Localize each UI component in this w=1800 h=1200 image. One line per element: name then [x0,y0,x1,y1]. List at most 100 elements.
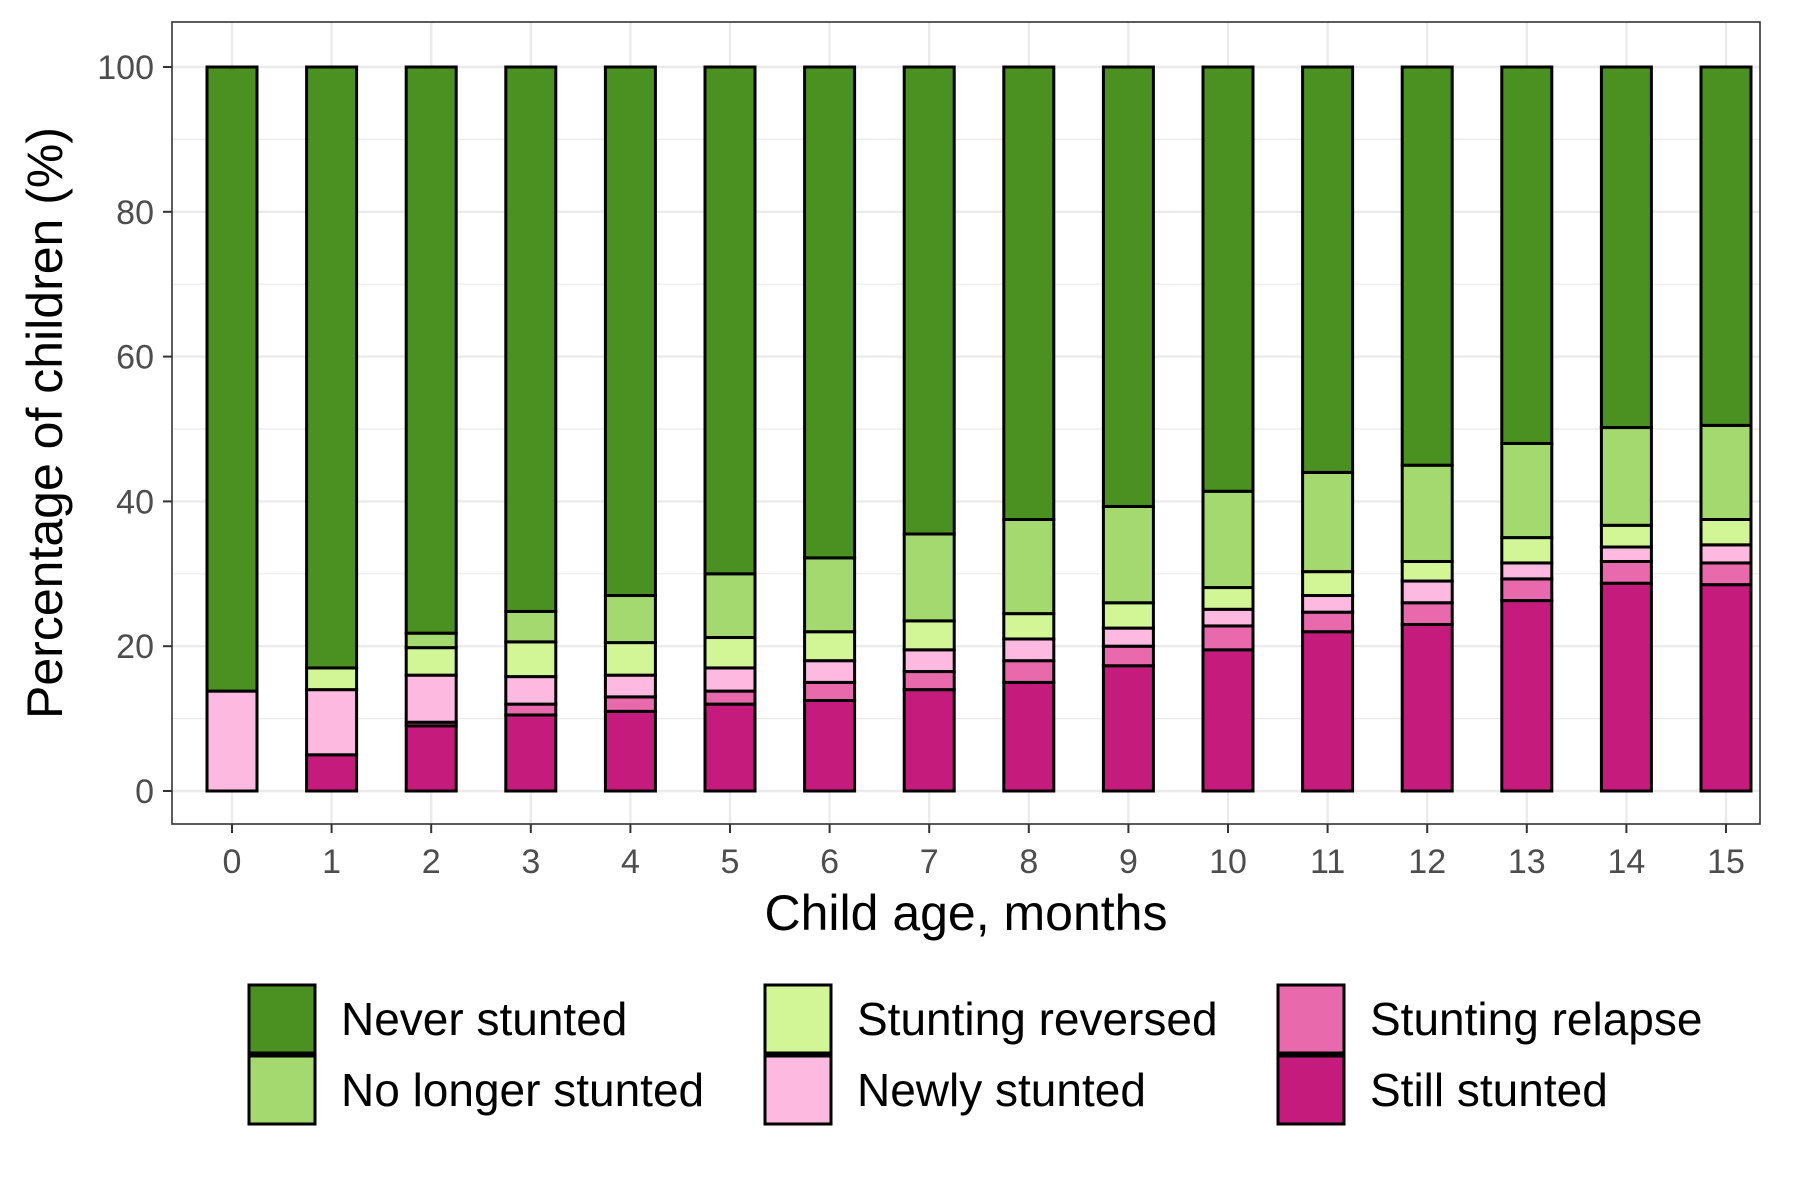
x-axis: 0 1 2 3 4 5 6 7 8 9 10 11 12 13 14 15 [223,824,1745,881]
bar-segment [1699,583,1753,793]
bar-segment [205,689,259,793]
bar-segment [902,619,956,652]
bar-segment [1500,65,1554,445]
bar-segment [504,675,558,706]
bar-segment [404,673,458,724]
bar-segment [1599,581,1653,793]
y-tick-label: 60 [116,339,154,377]
legend: Never stunted No longer stunted Stunting r… [247,983,1702,1126]
bar-segment [1400,463,1454,563]
bar-segment [1002,659,1056,684]
bar-segment [504,713,558,793]
x-tick-label: 4 [621,843,640,881]
bar-segment [1699,561,1753,587]
bar-segment [803,65,857,560]
bar-segment [1101,664,1155,793]
legend-key [247,1054,317,1126]
bar-segment [603,709,657,793]
legend-key [1276,983,1346,1055]
bar-segment [703,572,757,640]
bar-segment [902,688,956,793]
bar-segment [703,666,757,693]
legend-key [763,1054,833,1126]
x-tick-label: 3 [521,843,540,881]
bar-segment [1500,441,1554,540]
bar-segment [1400,579,1454,605]
bar-segment [1400,559,1454,583]
x-tick-label: 14 [1607,843,1645,881]
bar-segment [1201,586,1255,611]
bar-segment [803,659,857,684]
bar-segment [1301,610,1355,634]
y-axis: 0 20 40 60 80 100 [97,49,172,811]
bar-segment [902,648,956,674]
bar-segment [1101,644,1155,668]
bar-segment [1002,65,1056,521]
bar-segment [1101,65,1155,508]
bar-segment [504,65,558,613]
bar-segment [902,532,956,623]
legend-label: Never stunted [341,993,627,1045]
bar-segment [1699,518,1753,547]
bar-segment [902,65,956,536]
y-tick-label: 80 [116,194,154,232]
bar-segment [1599,545,1653,563]
bar-segment [1699,543,1753,565]
bar-segment [1500,599,1554,793]
bar-segment [1500,561,1554,581]
bar-segment [404,724,458,793]
bar-segment [803,699,857,793]
x-tick-label: 2 [422,843,441,881]
x-tick-label: 11 [1310,843,1345,881]
bar-segment [504,640,558,679]
y-axis-title: Percentage of children (%) [17,127,73,719]
bar-segment [603,695,657,713]
bar-segment [305,65,359,670]
bar-segment [1002,518,1056,616]
bar-segment [205,65,259,693]
bar-segment [1301,65,1355,474]
x-tick-label: 5 [721,843,740,881]
legend-label: No longer stunted [341,1064,704,1116]
bar-segment [404,646,458,677]
bar-segment [1002,612,1056,641]
bar-segment [305,753,359,793]
bar-segment [504,702,558,717]
bar-segment [305,688,359,757]
x-axis-title: Child age, months [764,885,1167,941]
plot-panel-border [171,21,1761,825]
x-tick-label: 15 [1707,843,1745,881]
bar-segment [404,631,458,650]
bar-segment [703,689,757,706]
bar-segment [1599,65,1653,430]
y-tick-label: 40 [116,483,154,521]
x-tick-label: 6 [820,843,839,881]
bar-segment [1500,536,1554,565]
bar-segment [1201,624,1255,652]
bar-segment [603,641,657,677]
bar-segment [1599,559,1653,585]
legend-key [1276,1054,1346,1126]
bar-segment [1301,630,1355,793]
bar-segment [703,702,757,793]
bar-segment [1201,648,1255,793]
bar-segment [603,65,657,598]
legend-label: Still stunted [1370,1064,1608,1116]
x-tick-label: 10 [1209,843,1247,881]
x-tick-label: 1 [322,843,341,881]
x-tick-label: 0 [223,843,242,881]
bar-segment [1201,489,1255,590]
legend-key [763,983,833,1055]
bar-segment [1101,504,1155,605]
bar-segment [1599,426,1653,527]
bar-segment [1599,523,1653,549]
bar-segment [1002,637,1056,663]
x-tick-label: 7 [920,843,939,881]
bar-segment [803,556,857,634]
y-tick-label: 0 [135,773,154,811]
bar-segment [703,636,757,670]
bar-segment [603,594,657,645]
bar-segment [404,65,458,635]
